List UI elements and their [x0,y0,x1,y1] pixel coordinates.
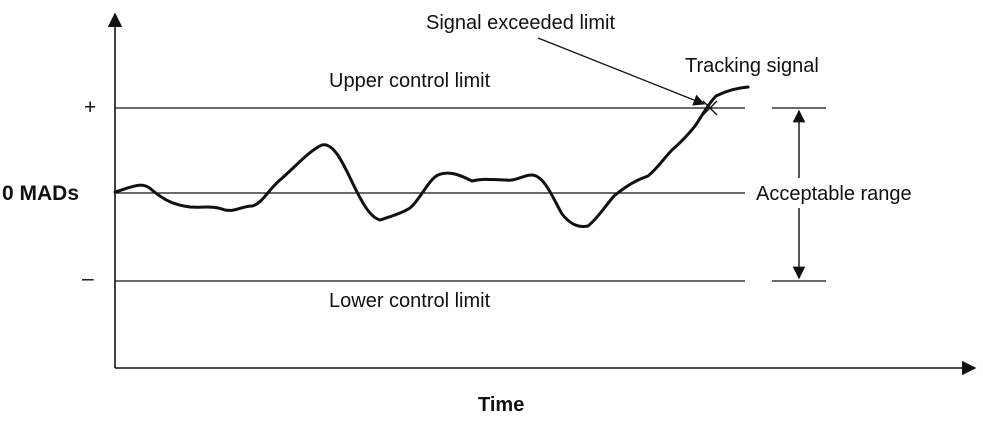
lower-control-limit-label: Lower control limit [329,290,491,312]
zero-mads-label: 0 MADs [2,182,80,205]
crossing-mark [702,100,718,116]
tracking-signal-label: Tracking signal [685,55,819,77]
acceptable-range-label: Acceptable range [756,183,912,205]
exceeded-leader-arrow [537,37,706,106]
tracking-signal-curve [113,85,750,228]
signal-exceeded-label: Signal exceeded limit [426,12,615,34]
minus-label: – [82,267,94,290]
upper-control-limit-label: Upper control limit [329,70,491,92]
plus-label: + [84,96,97,119]
time-axis-label: Time [478,394,525,416]
